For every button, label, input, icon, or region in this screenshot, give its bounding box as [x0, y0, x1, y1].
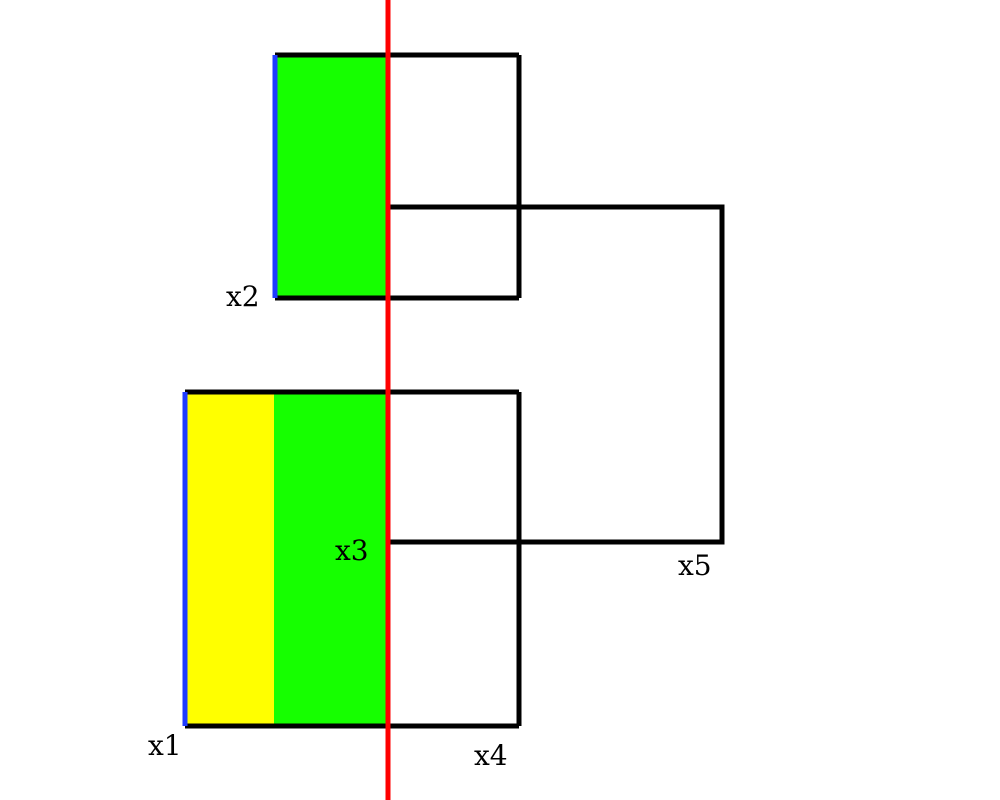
label-x2: x2: [226, 280, 260, 313]
label-x1: x1: [148, 729, 182, 762]
bottom-box-green-fill: [274, 392, 388, 726]
connector-bracket: [388, 204, 725, 545]
top-box-green-fill: [275, 55, 388, 298]
label-x4: x4: [474, 739, 508, 772]
label-x5: x5: [678, 549, 712, 582]
label-x3: x3: [335, 534, 369, 567]
bottom-box-yellow-fill: [185, 392, 274, 726]
